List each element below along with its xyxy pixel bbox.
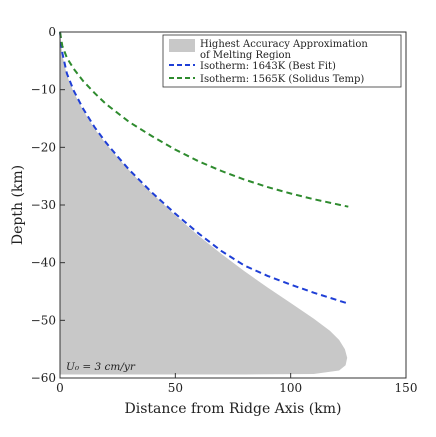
legend: Highest Accuracy Approximation of Melting… (162, 34, 402, 88)
x-tick-label: 50 (168, 381, 183, 395)
x-tick-label: 150 (395, 381, 418, 395)
y-tick-label: −60 (31, 371, 56, 385)
isotherm-line-2 (59, 31, 349, 208)
legend-box (162, 34, 402, 88)
legend-label-area: Highest Accuracy Approximation of Melting… (200, 39, 368, 61)
y-tick-label: −30 (31, 198, 56, 212)
x-axis-label: Distance from Ridge Axis (km) (125, 401, 342, 417)
y-tick-label: 0 (48, 25, 56, 39)
x-tick-label: 100 (279, 381, 302, 395)
y-tick-label: −40 (31, 256, 56, 270)
y-axis-label: Depth (km) (10, 165, 26, 245)
legend-swatch-area (169, 39, 195, 52)
x-tick-label: 0 (56, 381, 64, 395)
velocity-annotation: U₀ = 3 cm/yr (66, 361, 136, 373)
y-tick-label: −20 (31, 140, 56, 154)
isotherm-line-1 (59, 31, 349, 305)
y-tick-label: −10 (31, 83, 56, 97)
legend-label-isotherm-2: Isotherm: 1565K (Solidus Temp) (200, 74, 364, 85)
ticks-layer: 0 50 100 150 0 −10 −20 −30 −40 −50 −60 (31, 25, 418, 395)
y-tick-label: −50 (31, 313, 56, 327)
plot-layer (59, 31, 349, 375)
legend-label-isotherm-1: Isotherm: 1643K (Best Fit) (200, 61, 336, 72)
melting-region-area (60, 32, 348, 375)
